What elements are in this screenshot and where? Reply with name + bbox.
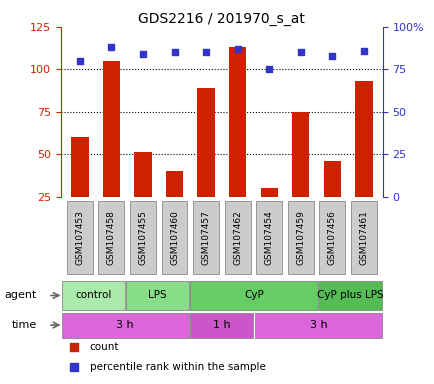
Bar xyxy=(61,281,125,310)
Text: control: control xyxy=(75,290,111,300)
Bar xyxy=(323,161,340,239)
Bar xyxy=(287,202,313,275)
Text: GSM107459: GSM107459 xyxy=(296,210,305,265)
Bar xyxy=(254,313,381,338)
Text: GSM107454: GSM107454 xyxy=(264,210,273,265)
Text: CyP plus LPS: CyP plus LPS xyxy=(316,290,383,300)
Text: GSM107462: GSM107462 xyxy=(233,210,242,265)
Point xyxy=(233,46,240,52)
Bar xyxy=(161,202,187,275)
Point xyxy=(335,87,342,93)
Bar xyxy=(224,202,250,275)
Bar xyxy=(260,188,277,239)
Bar xyxy=(125,281,189,310)
Bar xyxy=(134,152,151,239)
Text: GSM107460: GSM107460 xyxy=(170,210,179,265)
Bar xyxy=(193,202,218,275)
Text: percentile rank within the sample: percentile rank within the sample xyxy=(90,361,265,371)
Bar xyxy=(71,137,88,239)
Text: 3 h: 3 h xyxy=(309,320,326,330)
Text: LPS: LPS xyxy=(148,290,166,300)
Text: GSM107456: GSM107456 xyxy=(327,210,336,265)
Bar xyxy=(291,112,309,239)
Point xyxy=(171,49,178,55)
Text: agent: agent xyxy=(4,290,37,300)
Bar xyxy=(102,61,120,239)
Point xyxy=(139,51,146,57)
Bar xyxy=(67,202,92,275)
Bar xyxy=(98,202,124,275)
Bar xyxy=(318,281,381,310)
Bar xyxy=(130,202,155,275)
Bar xyxy=(190,281,317,310)
Text: count: count xyxy=(90,342,119,352)
Bar xyxy=(256,202,282,275)
Bar xyxy=(350,202,376,275)
Title: GDS2216 / 201970_s_at: GDS2216 / 201970_s_at xyxy=(138,12,305,26)
Bar xyxy=(355,81,372,239)
Point xyxy=(328,53,335,59)
Text: GSM107458: GSM107458 xyxy=(107,210,115,265)
Bar xyxy=(165,171,183,239)
Text: GSM107453: GSM107453 xyxy=(75,210,84,265)
Text: time: time xyxy=(11,320,37,330)
Point xyxy=(296,49,303,55)
Text: GSM107457: GSM107457 xyxy=(201,210,210,265)
Point xyxy=(359,48,366,54)
Text: GSM107455: GSM107455 xyxy=(138,210,147,265)
Point xyxy=(265,66,272,72)
Bar xyxy=(190,313,253,338)
Point xyxy=(76,58,83,64)
Text: CyP: CyP xyxy=(243,290,263,300)
Text: GSM107461: GSM107461 xyxy=(358,210,368,265)
Point xyxy=(335,265,342,271)
Bar xyxy=(61,313,189,338)
Point xyxy=(108,44,115,50)
Bar xyxy=(319,202,345,275)
Text: 1 h: 1 h xyxy=(213,320,230,330)
Text: 3 h: 3 h xyxy=(116,320,134,330)
Bar xyxy=(228,47,246,239)
Bar xyxy=(197,88,214,239)
Point xyxy=(202,49,209,55)
